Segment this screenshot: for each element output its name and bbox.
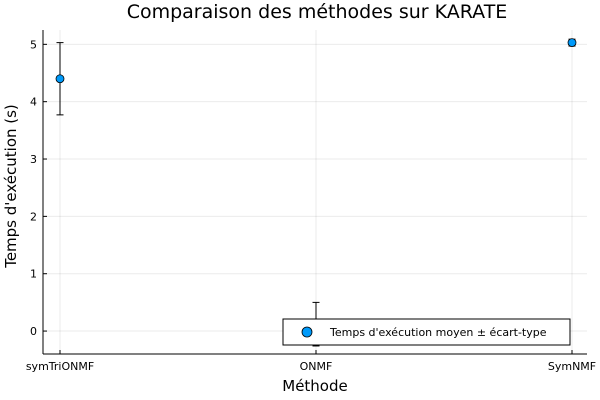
x-tick-label: ONMF [300, 360, 333, 373]
data-point [55, 74, 65, 84]
y-tick-label: 2 [30, 210, 37, 223]
chart-title: Comparaison des méthodes sur KARATE [127, 1, 508, 23]
legend-entry-label: Temps d'exécution moyen ± écart-type [329, 326, 547, 339]
data-point [567, 38, 577, 48]
x-tick-label: symTriONMF [26, 360, 94, 373]
y-tick-label: 5 [30, 38, 37, 51]
axes [42, 30, 587, 355]
legend-box [282, 318, 571, 346]
legend-marker [301, 326, 313, 338]
x-tick-label: SymNMF [548, 360, 596, 373]
legend: Temps d'exécution moyen ± écart-type [282, 318, 571, 346]
y-axis-ticks: 0 1 2 3 4 5 [30, 38, 47, 338]
y-tick-label: 3 [30, 153, 37, 166]
x-axis-ticks: symTriONMF ONMF SymNMF [26, 350, 596, 373]
y-tick-label: 1 [30, 268, 37, 281]
x-axis-label: Méthode [282, 377, 348, 395]
y-axis-label: Temps d'exécution (s) [2, 104, 20, 269]
y-tick-label: 4 [30, 96, 37, 109]
y-tick-label: 0 [30, 325, 37, 338]
grid-lines [43, 30, 587, 354]
